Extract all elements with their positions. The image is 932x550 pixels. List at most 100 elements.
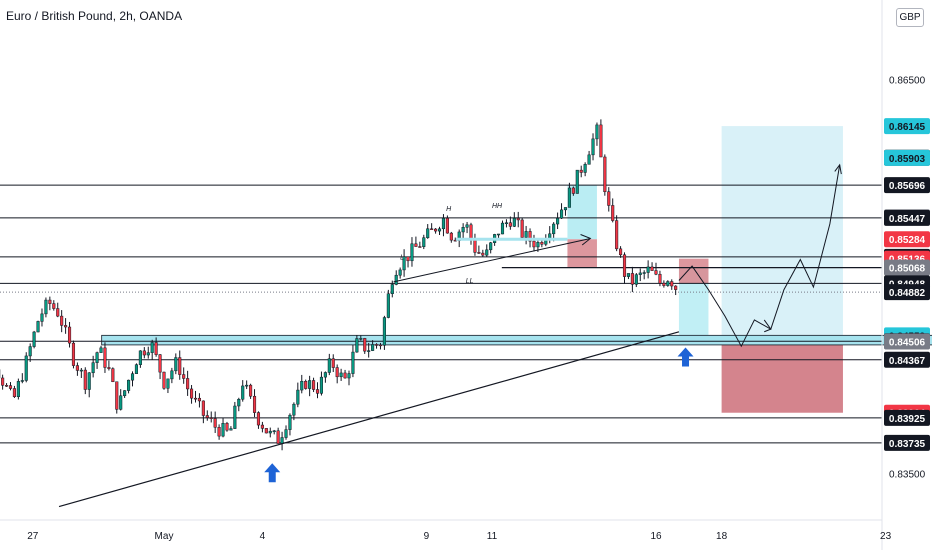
candle-body bbox=[1, 377, 5, 386]
projected-arrowhead bbox=[763, 319, 772, 333]
candle-body bbox=[548, 233, 552, 239]
candle-body bbox=[95, 352, 99, 363]
candle-body bbox=[44, 299, 48, 315]
candle-body bbox=[422, 237, 426, 247]
candle-body bbox=[319, 376, 323, 394]
candle-body bbox=[532, 240, 536, 248]
candle-body bbox=[99, 347, 103, 353]
candle-body bbox=[335, 367, 339, 378]
candle-body bbox=[300, 381, 304, 391]
candle-body bbox=[103, 347, 107, 368]
stop-zone bbox=[721, 335, 843, 413]
candle-body bbox=[630, 273, 634, 285]
candle-body bbox=[461, 227, 465, 233]
candle-body bbox=[241, 385, 245, 400]
candle-body bbox=[315, 389, 320, 394]
candle-body bbox=[359, 338, 363, 340]
candle-body bbox=[583, 164, 587, 173]
candle-body bbox=[398, 269, 402, 276]
candle-body bbox=[619, 248, 623, 256]
candle-body bbox=[331, 358, 335, 368]
candle-body bbox=[178, 357, 182, 375]
price-tag bbox=[884, 209, 930, 226]
candle-body bbox=[363, 338, 367, 352]
candle-body bbox=[292, 403, 296, 416]
candle-body bbox=[595, 124, 599, 140]
candle-body bbox=[245, 384, 249, 387]
candle-body bbox=[190, 388, 194, 399]
candle-body bbox=[138, 350, 142, 365]
projected-path bbox=[678, 164, 841, 348]
candle-body bbox=[87, 372, 91, 390]
candle-body bbox=[119, 395, 123, 410]
price-tag bbox=[884, 333, 930, 350]
candle-body bbox=[355, 338, 359, 353]
candle-body bbox=[634, 274, 638, 285]
candle-body bbox=[91, 362, 95, 374]
candle-body bbox=[343, 372, 347, 379]
candle-body bbox=[650, 266, 654, 271]
candle-body bbox=[16, 381, 20, 397]
candle-body bbox=[339, 372, 343, 378]
candle-body bbox=[500, 222, 505, 235]
candle-body bbox=[166, 378, 170, 389]
candle-body bbox=[107, 367, 111, 369]
candle-body bbox=[201, 400, 205, 416]
price-tag bbox=[884, 351, 930, 368]
candle-body bbox=[497, 233, 501, 236]
candle-body bbox=[288, 414, 292, 430]
chart-title: Euro / British Pound, 2h, OANDA bbox=[6, 9, 183, 23]
candle-body bbox=[233, 405, 237, 429]
candle-body bbox=[323, 372, 327, 378]
candle-body bbox=[563, 207, 568, 211]
candle-body bbox=[441, 217, 446, 230]
candle-body bbox=[591, 138, 595, 156]
candle-body bbox=[280, 437, 284, 444]
candle-body bbox=[642, 272, 646, 274]
candle-body bbox=[622, 254, 627, 277]
support-zone bbox=[101, 334, 932, 346]
trendline-short bbox=[393, 237, 591, 283]
price-tag bbox=[884, 409, 930, 426]
candle-body bbox=[48, 299, 52, 304]
currency-button[interactable]: GBP bbox=[896, 8, 924, 27]
x-tick-label: 23 bbox=[880, 531, 892, 542]
candle-body bbox=[249, 384, 253, 397]
candle-body bbox=[674, 285, 678, 290]
candle-body bbox=[626, 273, 630, 277]
candle-body bbox=[512, 217, 516, 227]
candle-body bbox=[252, 395, 257, 413]
candle-body bbox=[528, 231, 532, 242]
candle-body bbox=[146, 352, 150, 356]
price-tags-layer: 0.861450.859040.859030.856960.854500.854… bbox=[884, 118, 930, 451]
candle-body bbox=[67, 326, 72, 344]
candle-body bbox=[56, 308, 60, 317]
x-tick-label: 16 bbox=[650, 531, 662, 542]
candle-body bbox=[481, 252, 485, 256]
candle-body bbox=[410, 243, 414, 262]
candle-body bbox=[465, 224, 469, 228]
candle-body bbox=[666, 281, 670, 286]
price-tag bbox=[884, 284, 930, 301]
candle-body bbox=[75, 365, 79, 371]
candle-body bbox=[571, 187, 575, 194]
pattern-zone-red bbox=[567, 239, 597, 268]
candle-body bbox=[406, 256, 410, 262]
candle-body bbox=[347, 373, 351, 379]
candle-body bbox=[386, 293, 390, 318]
candle-body bbox=[434, 228, 438, 232]
candle-body bbox=[127, 379, 131, 391]
candle-body bbox=[186, 378, 190, 390]
price-tag bbox=[884, 259, 930, 276]
price-tag-label: 0.84882 bbox=[889, 288, 926, 299]
candle-body bbox=[504, 222, 508, 224]
candles-layer bbox=[0, 119, 678, 451]
candle-body bbox=[308, 380, 312, 389]
price-tag-label: 0.85696 bbox=[889, 181, 926, 192]
levels-layer bbox=[0, 184, 882, 444]
candle-body bbox=[430, 228, 434, 230]
price-tag-label: 0.83735 bbox=[889, 439, 926, 450]
candle-body bbox=[437, 228, 442, 232]
